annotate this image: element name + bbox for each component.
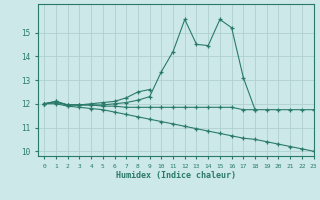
X-axis label: Humidex (Indice chaleur): Humidex (Indice chaleur) (116, 171, 236, 180)
